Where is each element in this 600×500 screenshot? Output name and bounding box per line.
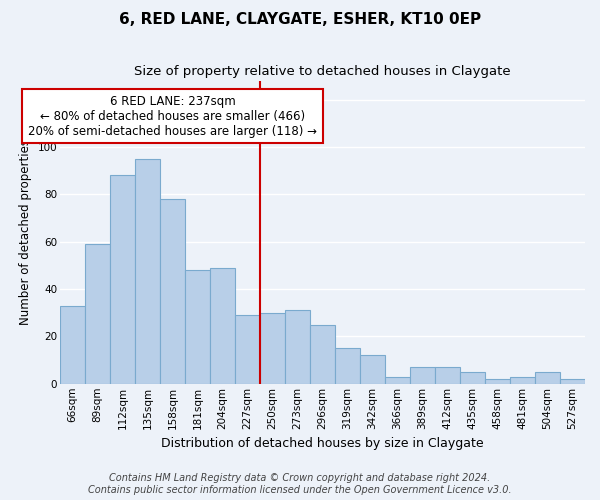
Bar [260, 312, 285, 384]
Bar [60, 306, 85, 384]
Bar [85, 244, 110, 384]
X-axis label: Distribution of detached houses by size in Claygate: Distribution of detached houses by size … [161, 437, 484, 450]
Bar [135, 158, 160, 384]
Bar [210, 268, 235, 384]
Bar [285, 310, 310, 384]
Bar [485, 379, 510, 384]
Title: Size of property relative to detached houses in Claygate: Size of property relative to detached ho… [134, 65, 511, 78]
Bar [335, 348, 360, 384]
Bar [160, 199, 185, 384]
Text: 6, RED LANE, CLAYGATE, ESHER, KT10 0EP: 6, RED LANE, CLAYGATE, ESHER, KT10 0EP [119, 12, 481, 28]
Bar [310, 324, 335, 384]
Bar [385, 376, 410, 384]
Bar [460, 372, 485, 384]
Text: 6 RED LANE: 237sqm
← 80% of detached houses are smaller (466)
20% of semi-detach: 6 RED LANE: 237sqm ← 80% of detached hou… [28, 94, 317, 138]
Bar [560, 379, 585, 384]
Bar [435, 367, 460, 384]
Bar [360, 356, 385, 384]
Bar [110, 176, 135, 384]
Bar [410, 367, 435, 384]
Text: Contains HM Land Registry data © Crown copyright and database right 2024.
Contai: Contains HM Land Registry data © Crown c… [88, 474, 512, 495]
Bar [185, 270, 210, 384]
Y-axis label: Number of detached properties: Number of detached properties [19, 139, 32, 325]
Bar [235, 315, 260, 384]
Bar [535, 372, 560, 384]
Bar [510, 376, 535, 384]
